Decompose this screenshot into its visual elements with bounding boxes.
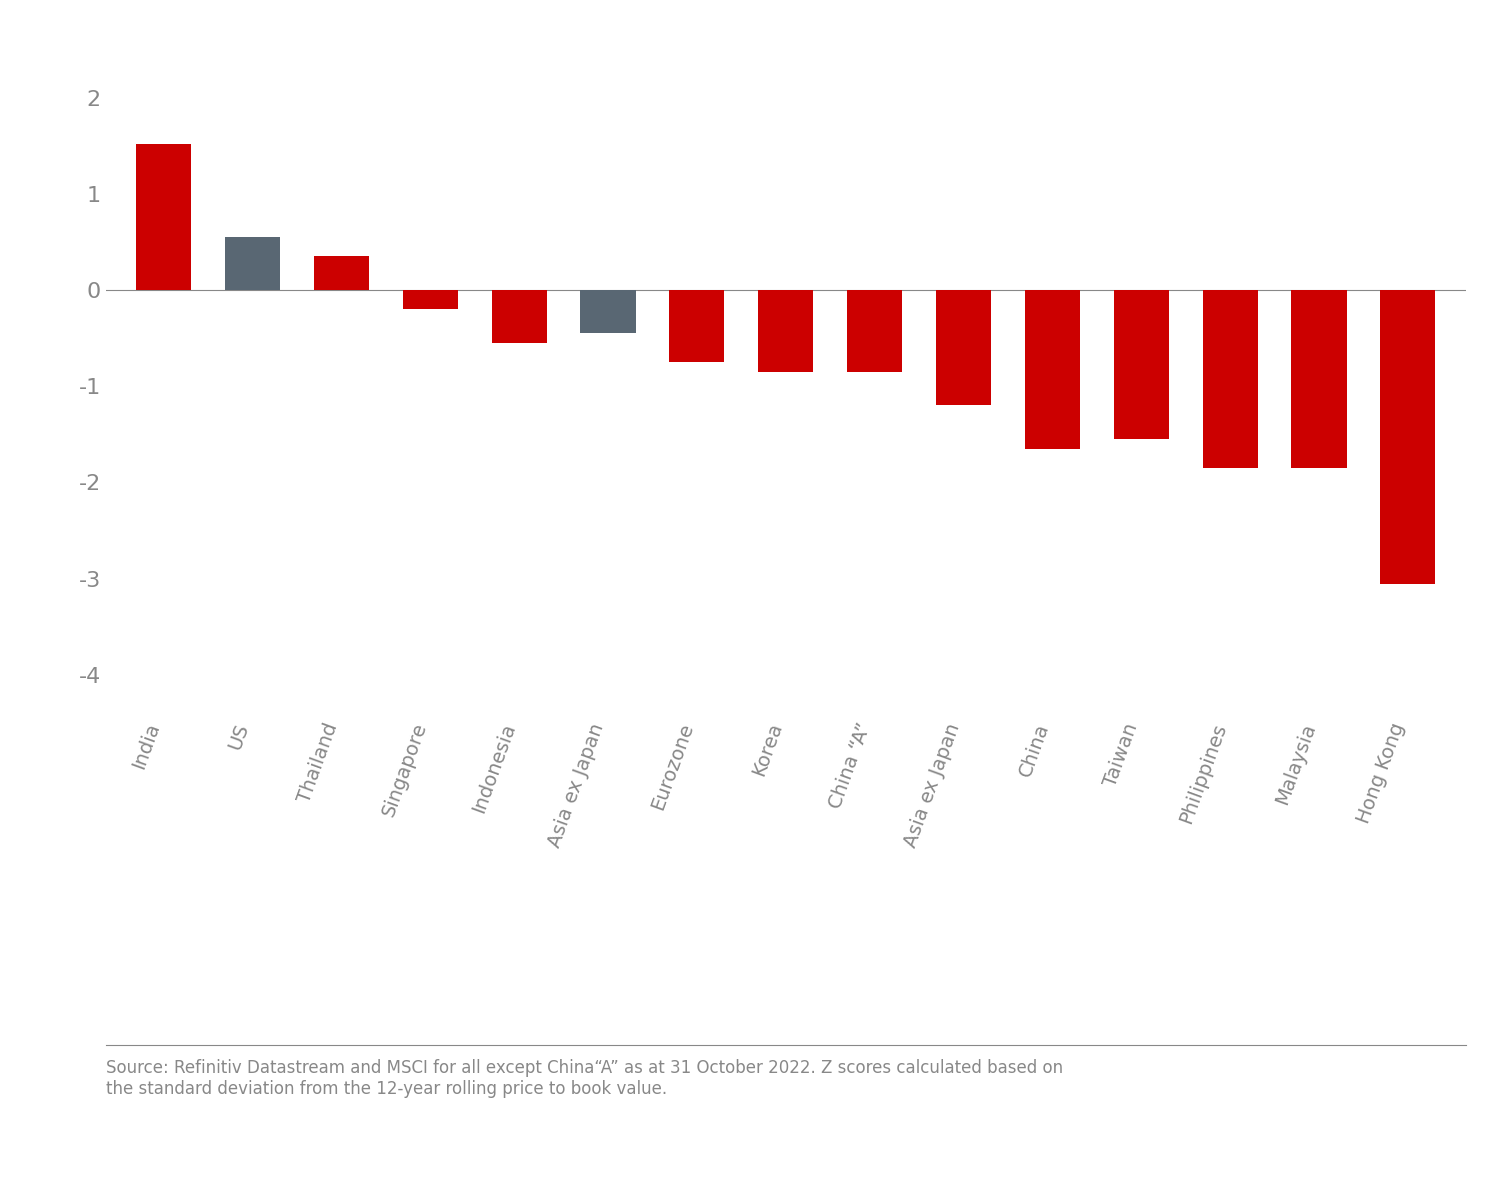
Bar: [1292, 291, 1346, 468]
Bar: [136, 144, 190, 291]
Bar: [1114, 291, 1170, 439]
Bar: [935, 291, 991, 405]
Bar: [314, 256, 369, 291]
Text: Source: Refinitiv Datastream and MSCI for all except China“A” as at 31 October 2: Source: Refinitiv Datastream and MSCI fo…: [106, 1059, 1062, 1098]
Bar: [1024, 291, 1080, 449]
Bar: [669, 291, 724, 363]
Bar: [1381, 291, 1435, 583]
Bar: [580, 291, 636, 333]
Bar: [402, 291, 458, 309]
Bar: [759, 291, 813, 372]
Bar: [1203, 291, 1257, 468]
Bar: [491, 291, 547, 342]
Bar: [848, 291, 902, 372]
Bar: [225, 237, 280, 291]
